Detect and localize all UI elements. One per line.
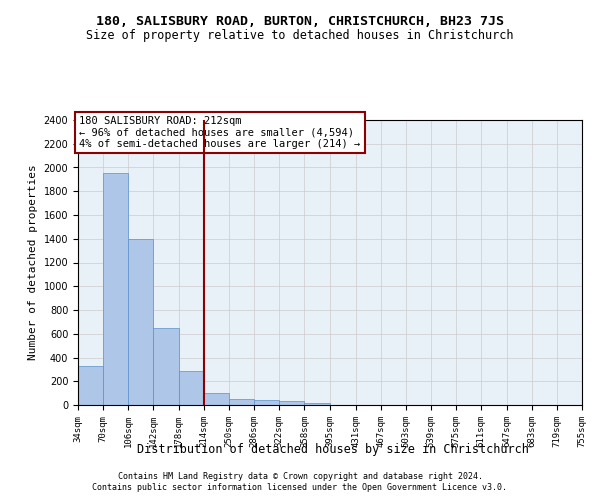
Bar bbox=[304, 402, 329, 405]
Text: 180 SALISBURY ROAD: 212sqm
← 96% of detached houses are smaller (4,594)
4% of se: 180 SALISBURY ROAD: 212sqm ← 96% of deta… bbox=[79, 116, 361, 149]
Bar bbox=[128, 239, 154, 405]
Text: Size of property relative to detached houses in Christchurch: Size of property relative to detached ho… bbox=[86, 29, 514, 42]
Bar bbox=[78, 366, 103, 405]
Y-axis label: Number of detached properties: Number of detached properties bbox=[28, 164, 38, 360]
Bar bbox=[103, 174, 128, 405]
Bar bbox=[254, 400, 280, 405]
Bar bbox=[204, 392, 229, 405]
Text: Contains public sector information licensed under the Open Government Licence v3: Contains public sector information licen… bbox=[92, 484, 508, 492]
Bar bbox=[229, 399, 254, 405]
Text: Contains HM Land Registry data © Crown copyright and database right 2024.: Contains HM Land Registry data © Crown c… bbox=[118, 472, 482, 481]
Text: 180, SALISBURY ROAD, BURTON, CHRISTCHURCH, BH23 7JS: 180, SALISBURY ROAD, BURTON, CHRISTCHURC… bbox=[96, 15, 504, 28]
Text: Distribution of detached houses by size in Christchurch: Distribution of detached houses by size … bbox=[137, 442, 529, 456]
Bar bbox=[280, 401, 304, 405]
Bar bbox=[179, 371, 204, 405]
Bar bbox=[154, 328, 179, 405]
